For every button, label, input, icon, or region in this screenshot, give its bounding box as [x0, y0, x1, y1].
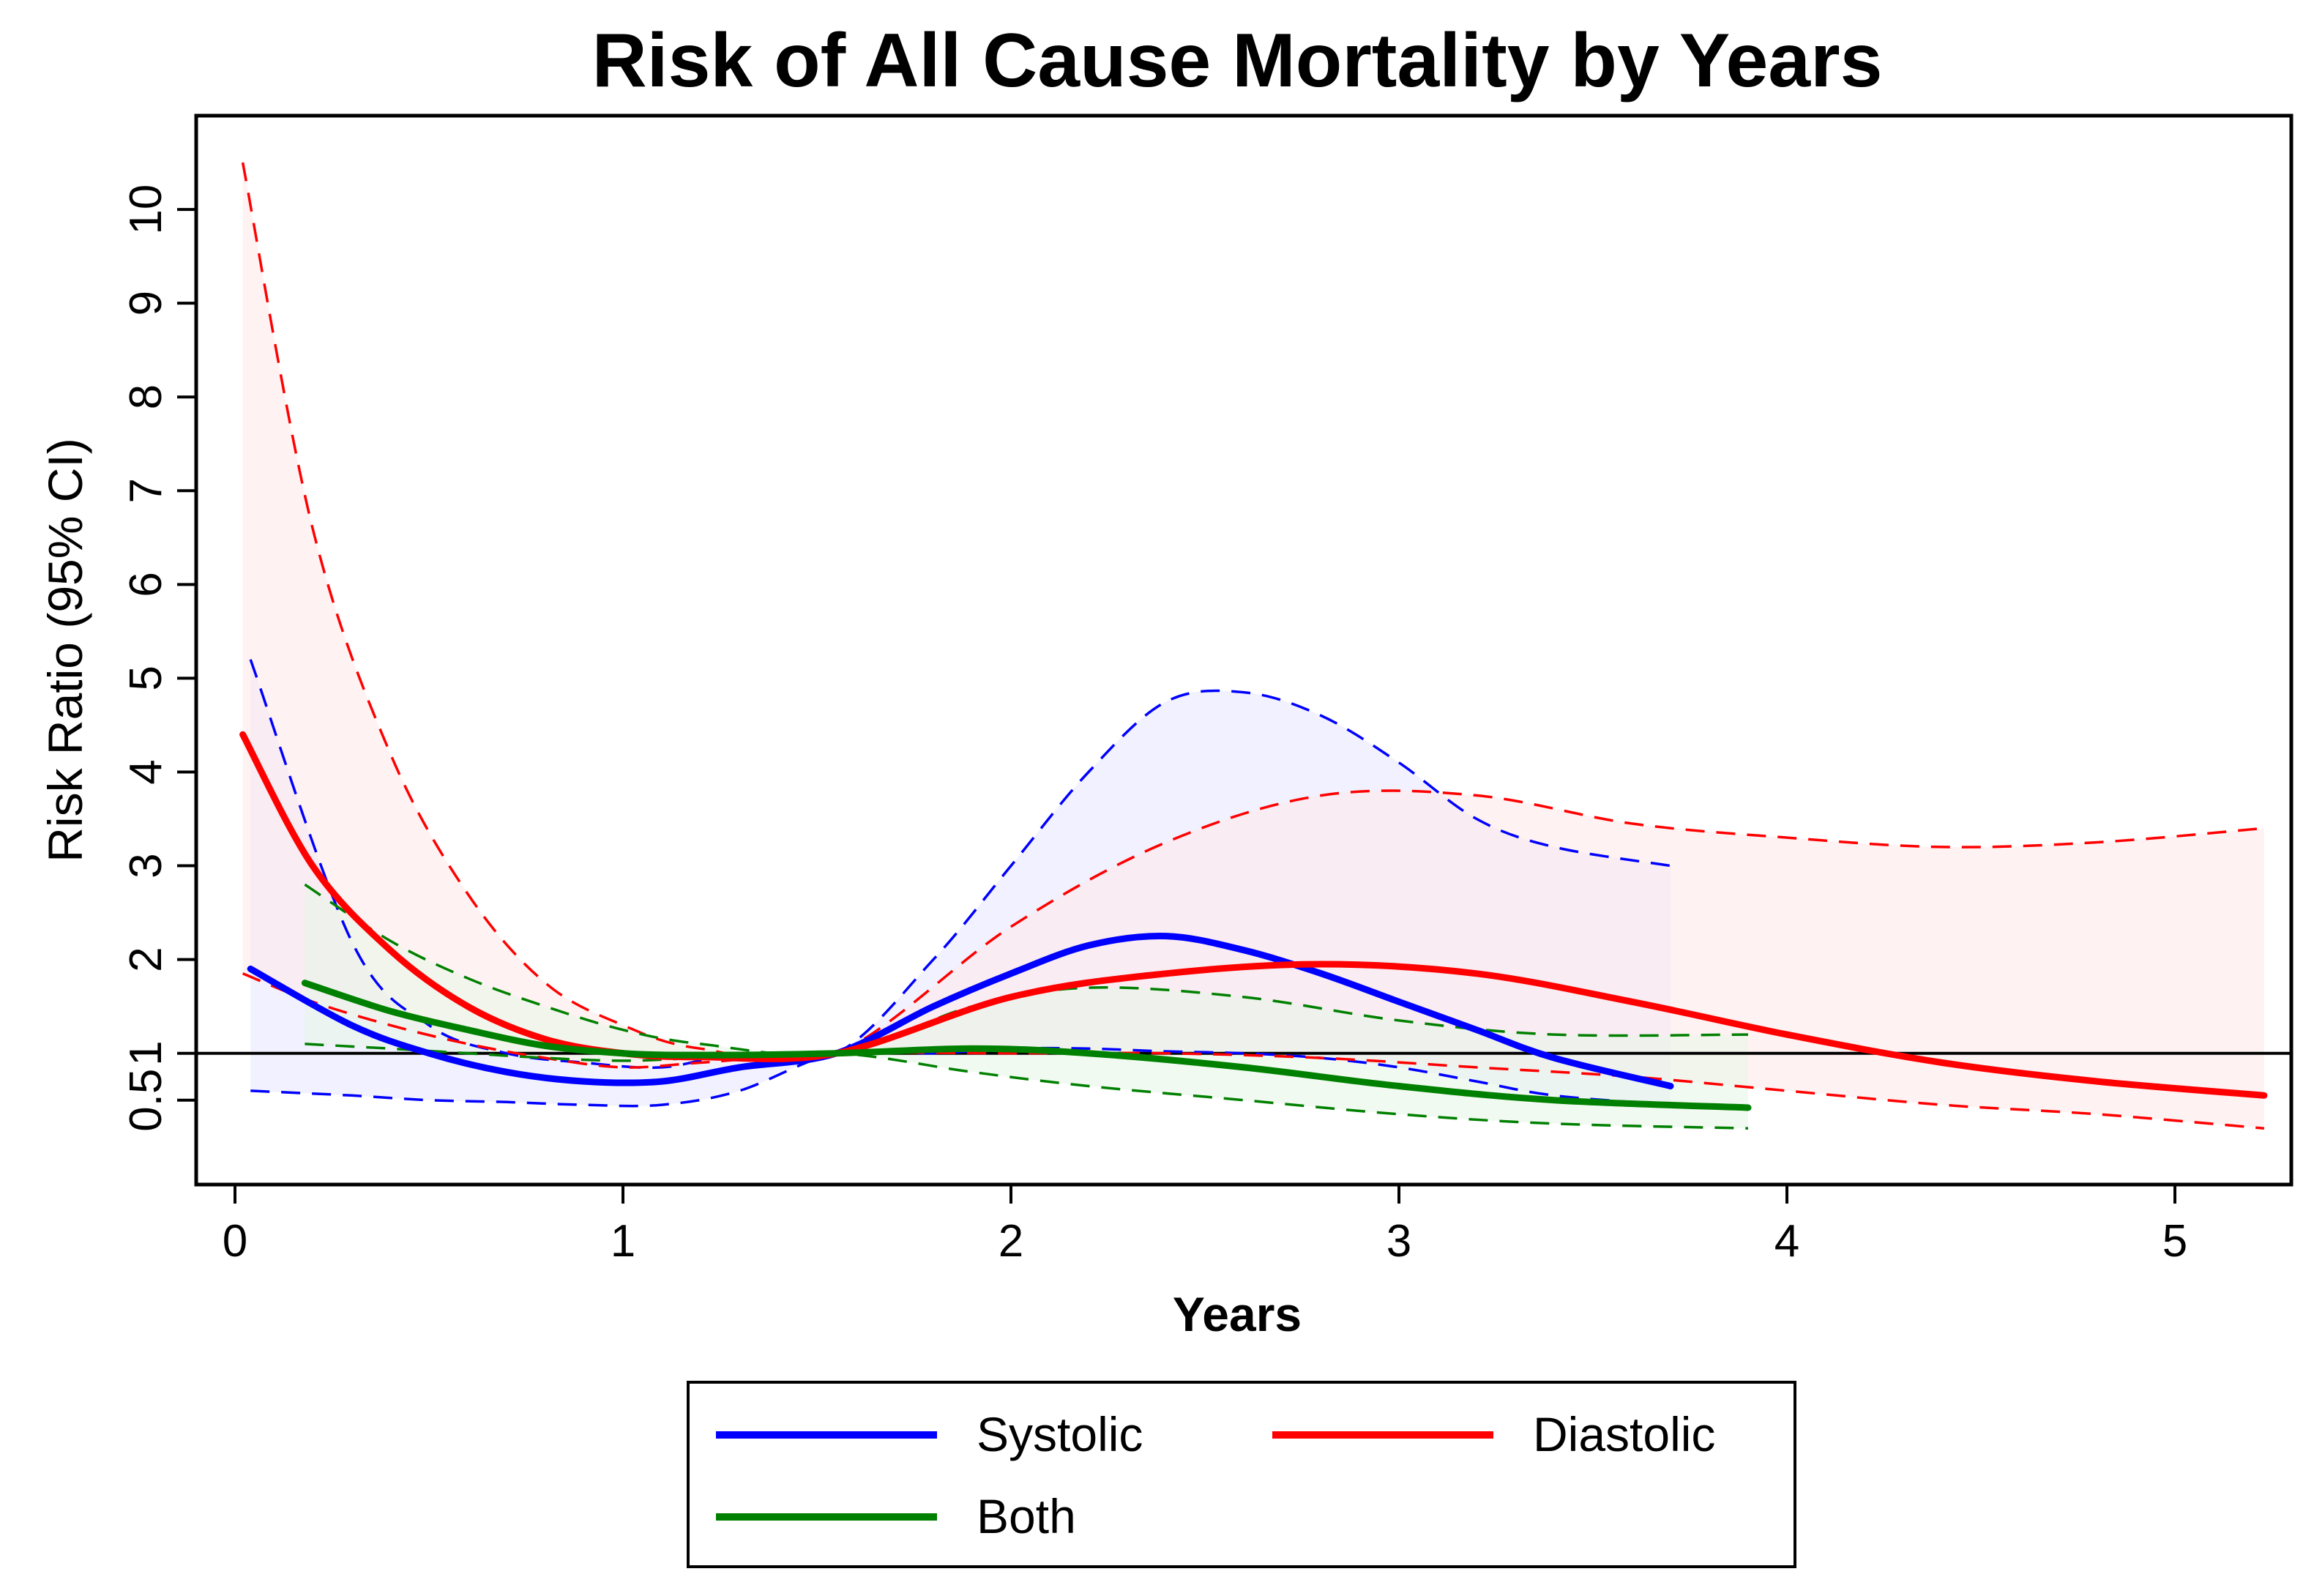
x-tick-label: 3 — [1386, 1216, 1411, 1267]
y-tick-label: 7 — [121, 478, 171, 503]
x-tick-label: 1 — [611, 1216, 635, 1267]
legend-label-diastolic: Diastolic — [1533, 1407, 1715, 1461]
ci-lower-diastolic — [242, 972, 2265, 1130]
y-tick-label: 10 — [121, 184, 171, 235]
y-tick-label: 2 — [121, 947, 171, 972]
plot-frame — [194, 113, 2294, 1187]
x-tick-label: 4 — [1774, 1216, 1799, 1267]
chart-title: Risk of All Cause Mortality by Years — [592, 18, 1883, 103]
legend: Systolic Diastolic Both — [687, 1381, 1796, 1568]
y-tick-label: 4 — [121, 759, 171, 784]
y-tick-label: 1 — [121, 1040, 171, 1065]
series-line-diastolic — [239, 731, 2268, 1099]
x-axis-title: Years — [1173, 1287, 1302, 1341]
x-tick-label: 5 — [2162, 1216, 2187, 1267]
ci-band-both — [305, 884, 1748, 1129]
y-tick-label: 6 — [121, 572, 171, 597]
x-tick-label: 2 — [999, 1216, 1023, 1267]
legend-label-systolic: Systolic — [977, 1407, 1143, 1461]
y-tick-label: 9 — [121, 291, 171, 316]
legend-frame — [687, 1381, 1796, 1568]
y-tick-label: 0.5 — [121, 1069, 171, 1132]
ci-upper-systolic — [249, 659, 1671, 1070]
y-axis-title: Risk Ratio (95% CI) — [38, 438, 92, 862]
series-line-both — [301, 980, 1752, 1111]
y-tick-label: 3 — [121, 853, 171, 878]
legend-label-both: Both — [977, 1489, 1076, 1543]
y-tick-label: 5 — [121, 665, 171, 690]
series-line-systolic — [247, 932, 1674, 1089]
ci-lower-both — [305, 1043, 1749, 1130]
ci-band-diastolic — [242, 163, 2264, 1129]
y-tick-label: 8 — [121, 384, 171, 409]
x-tick-label: 0 — [223, 1216, 247, 1267]
